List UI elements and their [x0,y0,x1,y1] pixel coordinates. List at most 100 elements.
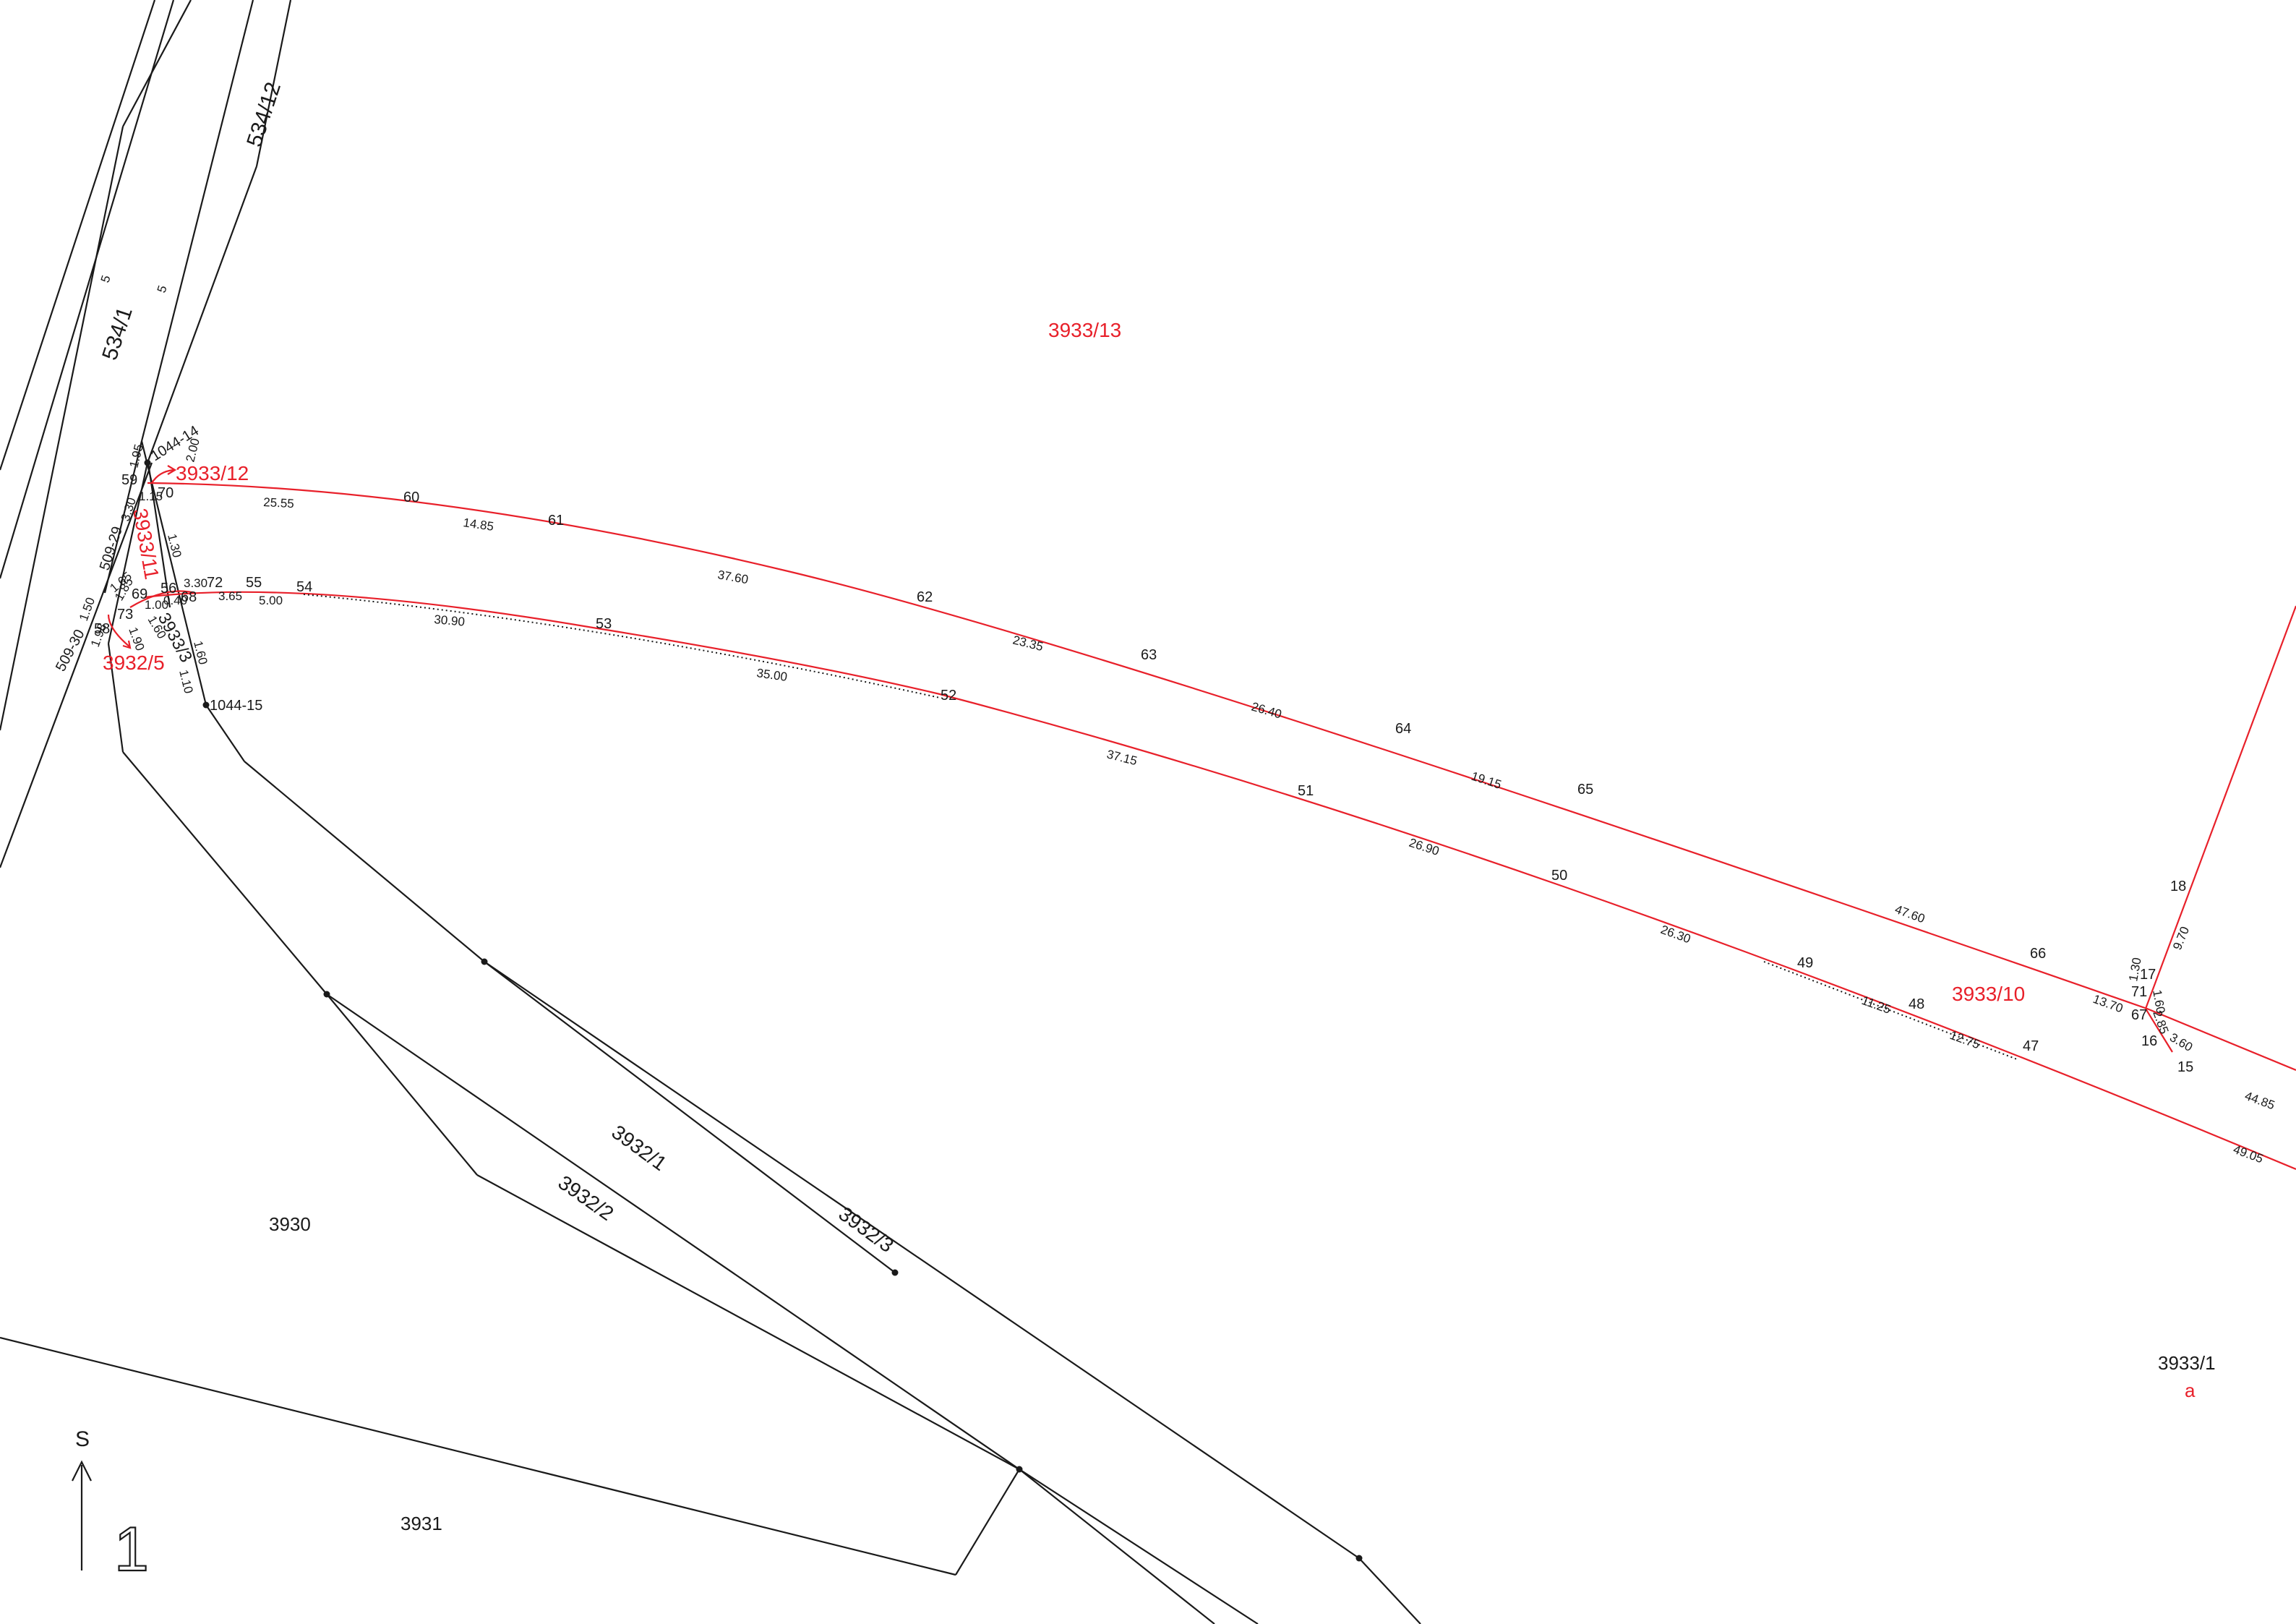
parcel-3931: 3931 [400,1513,442,1534]
measure-5-00: 5.00 [259,594,283,607]
measure-44-85: 44.85 [2243,1089,2276,1112]
parcel-3932-split-e [1019,1469,1259,1624]
road-line-1 [0,0,156,471]
node-d [1016,1466,1023,1473]
measure-1-30b: 1.30 [165,532,184,559]
point-1044-15: 1044-15 [210,698,262,714]
parcel-3932-split-d [1019,1469,1215,1624]
parcel-3933-1: 3933/1 [2158,1352,2216,1374]
point-64: 64 [1395,721,1411,737]
measure-1-90: 1.90 [126,625,147,653]
measure-25-55: 25.55 [263,495,294,510]
parcel-3932-east-edge [205,704,245,762]
measure-14-85: 14.85 [462,516,494,534]
point-17: 17 [2140,967,2156,983]
point-61: 61 [548,513,564,529]
point-56: 56 [160,581,176,597]
parcel-534-12: 534/12 [242,80,286,150]
north-arrow: S 1 [72,1427,150,1585]
parcel-3933-13: 3933/13 [1048,319,1121,341]
arrow-3933-12 [151,469,174,484]
point-65: 65 [1577,782,1593,798]
parcel-3933-10: 3933/10 [1952,983,2025,1005]
measure-1-95: 1.95 [127,443,145,469]
parcel-3932-2: 3932/2 [554,1171,618,1226]
road-line-7 [0,126,124,731]
node-1044-14 [144,459,151,466]
parcel-3932-split-a [326,993,478,1176]
road-line-3 [122,0,192,127]
point-73: 73 [117,607,133,623]
parcel-3932-split-b [476,1174,1020,1470]
dotted-segment-1 [303,594,941,698]
corner-line-1 [107,462,149,644]
point-55: 55 [246,575,262,591]
point-68: 68 [181,589,197,605]
parcel-3930: 3930 [269,1213,311,1235]
point-67: 67 [2131,1007,2147,1023]
existing-boundaries [0,0,1421,1624]
parcel-3932-3-north [484,961,1360,1559]
point-52: 52 [941,688,956,704]
parcel-3932-east [244,761,485,962]
point-51: 51 [1298,783,1314,799]
road-line-8 [103,440,143,594]
point-62: 62 [917,589,933,605]
point-509-30: 509-30 [53,627,88,674]
point-60: 60 [403,490,419,505]
measure-26-40: 26.40 [1250,700,1283,722]
measure-23-35: 23.35 [1011,633,1045,654]
node-e [1355,1555,1363,1562]
node-b [481,958,488,965]
node-a [323,991,330,998]
point-70: 70 [158,485,174,501]
road-line-4 [140,0,254,442]
node-1044-15 [202,701,210,709]
node-c [891,1269,899,1276]
point-50: 50 [1551,868,1567,884]
measure-49-05: 49.05 [2232,1142,2265,1166]
point-47: 47 [2023,1038,2039,1054]
parcel-534-1: 534/1 [98,304,137,364]
new-boundaries [107,465,2296,1171]
arrow-3932-5 [107,614,131,648]
point-63: 63 [1141,647,1157,663]
new-east-short [2145,1008,2173,1053]
sheet-number: 1 [114,1515,149,1584]
dotted-segment-2 [1763,961,2018,1060]
measure-1-60b: 1.60 [191,639,210,666]
new-south-line [144,591,2296,1171]
corner-line-4 [107,643,124,753]
point-59: 59 [121,472,137,488]
measure-37-60: 37.60 [716,568,749,586]
parcel-3931-east [955,1469,1020,1576]
measure-37-15: 37.15 [1105,747,1139,768]
point-53: 53 [596,616,612,632]
measure-19-15: 19.15 [1470,769,1503,792]
parcel-labels: 3933/13 3933/12 3933/11 3933/10 3932/5 3… [98,80,2215,1534]
parcel-3932-3-south [1358,1557,1421,1624]
parcel-3933-1-sub: a [2185,1380,2196,1401]
measure-1-10: 1.10 [176,668,195,695]
point-66: 66 [2030,946,2046,962]
parcel-3932-1: 3932/1 [607,1121,671,1175]
point-69: 69 [132,586,147,602]
point-labels: 1044-14 1044-15 509-29 509-30 47 48 49 5… [53,423,2193,1075]
parcel-3933-12: 3933/12 [176,462,249,484]
parcel-3932-split-c [326,993,1020,1470]
point-509-29: 509-29 [97,525,126,573]
point-16: 16 [2141,1033,2157,1049]
north-arrow-head [72,1460,92,1482]
point-71: 71 [2131,984,2147,1000]
new-west-arc [129,590,196,608]
measure-0-40: 0.40 [163,594,187,607]
road-width-5a: 5 [98,273,113,284]
road-line-2 [0,0,175,579]
new-north-line [147,482,2296,1072]
point-49: 49 [1797,955,1813,971]
corner-line-2 [140,440,207,706]
arrow-head-3933-12 [167,465,177,475]
parcel-3933-11: 3933/11 [129,507,163,581]
parcel-3932-west [122,751,327,995]
